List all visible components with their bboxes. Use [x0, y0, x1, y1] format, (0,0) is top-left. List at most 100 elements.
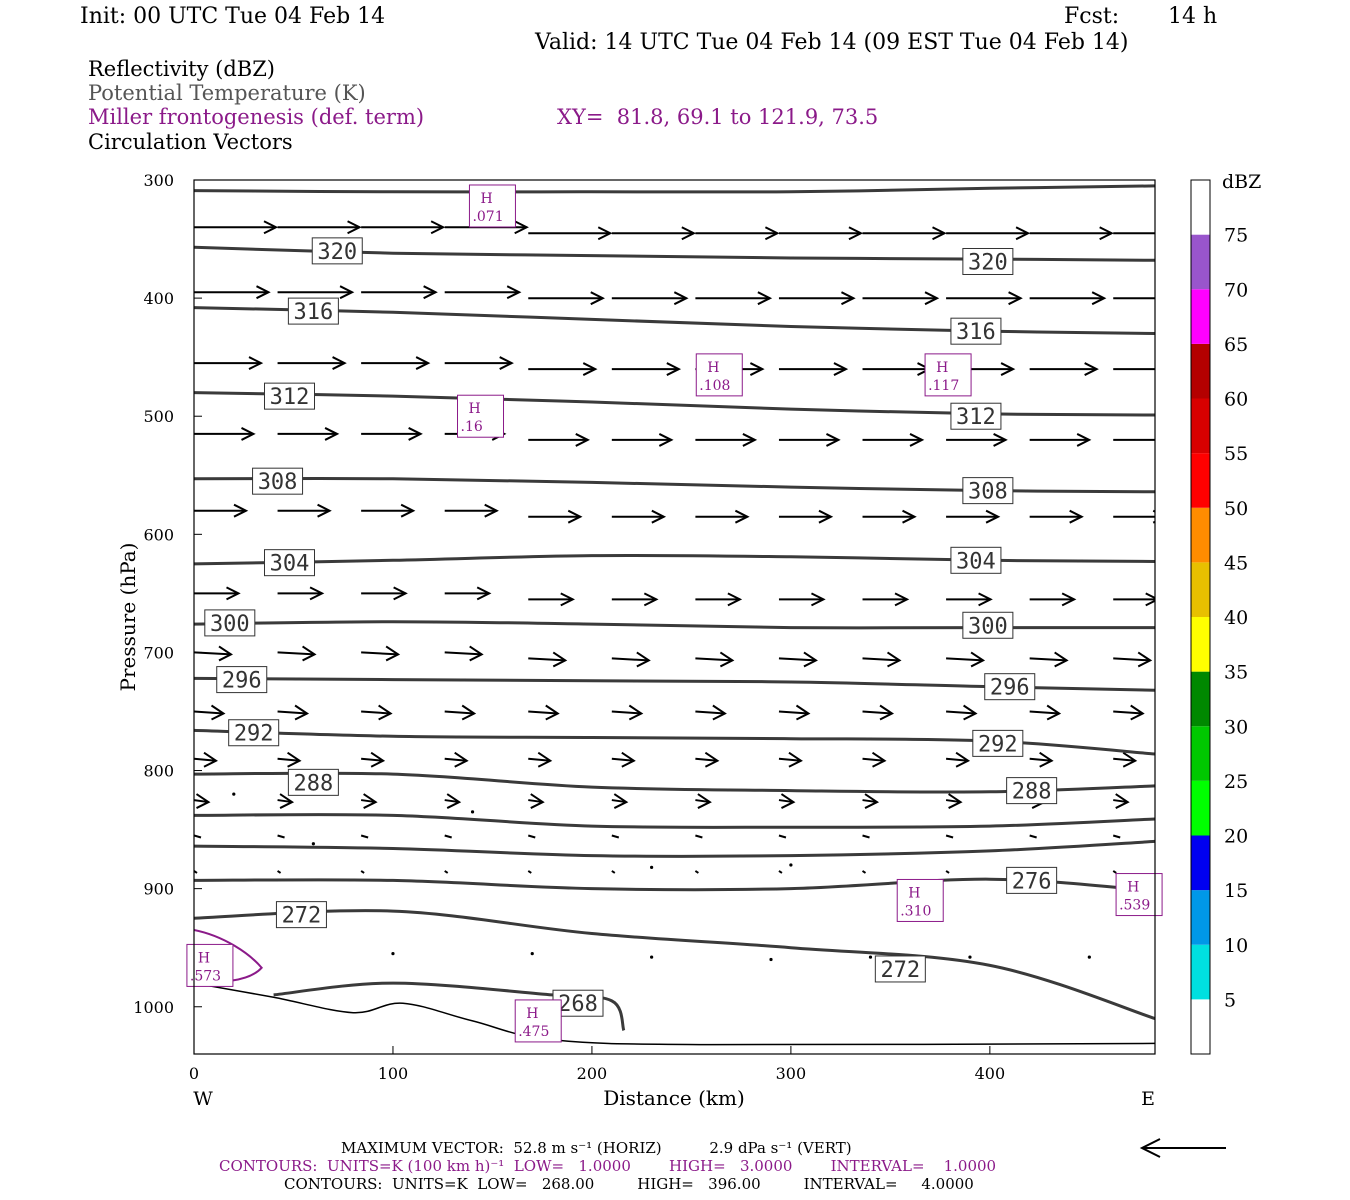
colorbar-segment: [1191, 617, 1210, 672]
colorbar-segment: [1191, 234, 1210, 290]
vector-head: [749, 362, 765, 376]
frontogenesis-max-value: .117: [928, 378, 959, 394]
vector-head: [363, 793, 378, 809]
colorbar-segment: [1191, 944, 1210, 1000]
circulation-vector: [444, 834, 452, 839]
vector-head: [764, 226, 780, 241]
x-axis-label: Distance (km): [603, 1086, 745, 1110]
circulation-vector: [778, 710, 809, 715]
theta-label-box: [275, 901, 327, 929]
cross-section-xy: XY= 81.8, 69.1 to 121.9, 73.5: [557, 105, 879, 129]
theta-label-box: [874, 955, 926, 983]
circulation-vector: [1029, 657, 1067, 662]
theta-label: 288: [1012, 780, 1052, 805]
legend-reflectivity: Reflectivity (dBZ): [88, 57, 276, 81]
frontogenesis-max-value: .475: [518, 1024, 549, 1040]
circulation-vector: [611, 870, 616, 874]
colorbar-label: 25: [1224, 771, 1248, 793]
vector-head: [704, 751, 720, 768]
colorbar-segment: [1191, 507, 1210, 563]
theta-label-box: [228, 719, 280, 747]
vector-head: [552, 651, 568, 668]
circulation-vector: [361, 757, 384, 762]
circulation-vector: [695, 657, 733, 662]
vector-head: [841, 291, 856, 306]
vector-head: [423, 285, 438, 300]
theta-label: 296: [222, 669, 262, 694]
vector-head: [567, 509, 583, 524]
colorbar-segment: [1191, 671, 1210, 727]
vector-head: [864, 793, 880, 809]
frontogenesis-max-value: .071: [472, 209, 503, 225]
theta-contour-284: [194, 813, 1155, 829]
theta-label: 304: [270, 552, 310, 577]
colorbar-label: 10: [1224, 935, 1248, 957]
vector-head: [537, 751, 553, 768]
colorbar-label: 70: [1224, 279, 1248, 301]
vector-head: [879, 704, 895, 721]
circulation-vector: [611, 834, 620, 839]
circulation-vector: [1112, 870, 1117, 874]
vector-head: [210, 704, 226, 721]
frontogenesis-max-value: .108: [699, 378, 730, 394]
circulation-vector: [778, 799, 794, 804]
circulation-vector: [528, 710, 558, 715]
circulation-vector: [530, 952, 534, 956]
theta-label: 288: [294, 771, 334, 796]
vector-head: [575, 433, 590, 447]
theta-label-box: [204, 609, 256, 637]
vector-head: [697, 793, 712, 809]
circulation-vectors: [194, 220, 1155, 962]
vector-head: [795, 704, 811, 721]
circulation-vector: [1029, 757, 1052, 762]
circulation-vector: [277, 651, 315, 656]
theta-contour-304: [194, 553, 1155, 566]
vector-head: [430, 220, 446, 235]
colorbar-segment: [1191, 453, 1210, 508]
theta-label-box: [950, 317, 1002, 345]
vector-head: [902, 509, 917, 524]
vector-head: [712, 704, 727, 721]
east-label: E: [1141, 1088, 1155, 1110]
circulation-vector: [444, 757, 467, 762]
theta-label-box: [962, 477, 1014, 505]
vector-head: [263, 220, 279, 235]
contours-theta-note: CONTOURS: UNITS=K LOW= 268.00 HIGH= 396.…: [284, 1175, 974, 1193]
vector-head: [643, 592, 659, 607]
theta-label: 272: [282, 904, 322, 929]
theta-contour-268: [273, 981, 626, 1031]
vector-head: [780, 793, 796, 809]
colorbar-label: 5: [1224, 989, 1236, 1011]
colorbar-segment: [1191, 726, 1210, 781]
vector-head: [1015, 226, 1031, 241]
terrain-line: [194, 982, 1155, 1046]
vector-head: [339, 285, 355, 300]
circulation-vector: [527, 870, 532, 874]
frontogenesis-max-h: H: [936, 360, 948, 376]
vector-head: [1061, 592, 1077, 607]
vector-head: [742, 433, 758, 447]
circulation-vector: [361, 710, 391, 715]
theta-label-box: [1006, 866, 1058, 894]
circulation-vector: [1113, 757, 1136, 762]
forecast-hour: 14 h: [1168, 4, 1218, 29]
colorbar-segment: [1191, 890, 1210, 945]
circulation-vector: [650, 865, 654, 869]
theta-contour-280: [194, 839, 1155, 858]
vector-head: [233, 503, 249, 518]
circulation-vector: [695, 834, 703, 839]
theta-contour-labels: 320 320 316 316 312 312 308 308 304 304 300 300 296 2…: [204, 237, 1058, 1017]
colorbar-segment: [1191, 562, 1210, 617]
circulation-vector: [277, 834, 285, 839]
circulation-vector: [1113, 657, 1151, 662]
colorbar-segment: [1191, 780, 1210, 836]
frontogenesis-max-h: H: [526, 1006, 538, 1022]
circulation-vector: [232, 792, 236, 796]
colorbar-label: 75: [1224, 225, 1248, 247]
circulation-vector: [862, 834, 870, 839]
x-tick-label: 400: [975, 1064, 1006, 1083]
theta-label: 312: [956, 405, 996, 430]
circulation-vector: [1029, 710, 1060, 715]
y-tick-label: 300: [143, 171, 174, 190]
colorbar-label: 55: [1224, 443, 1248, 465]
